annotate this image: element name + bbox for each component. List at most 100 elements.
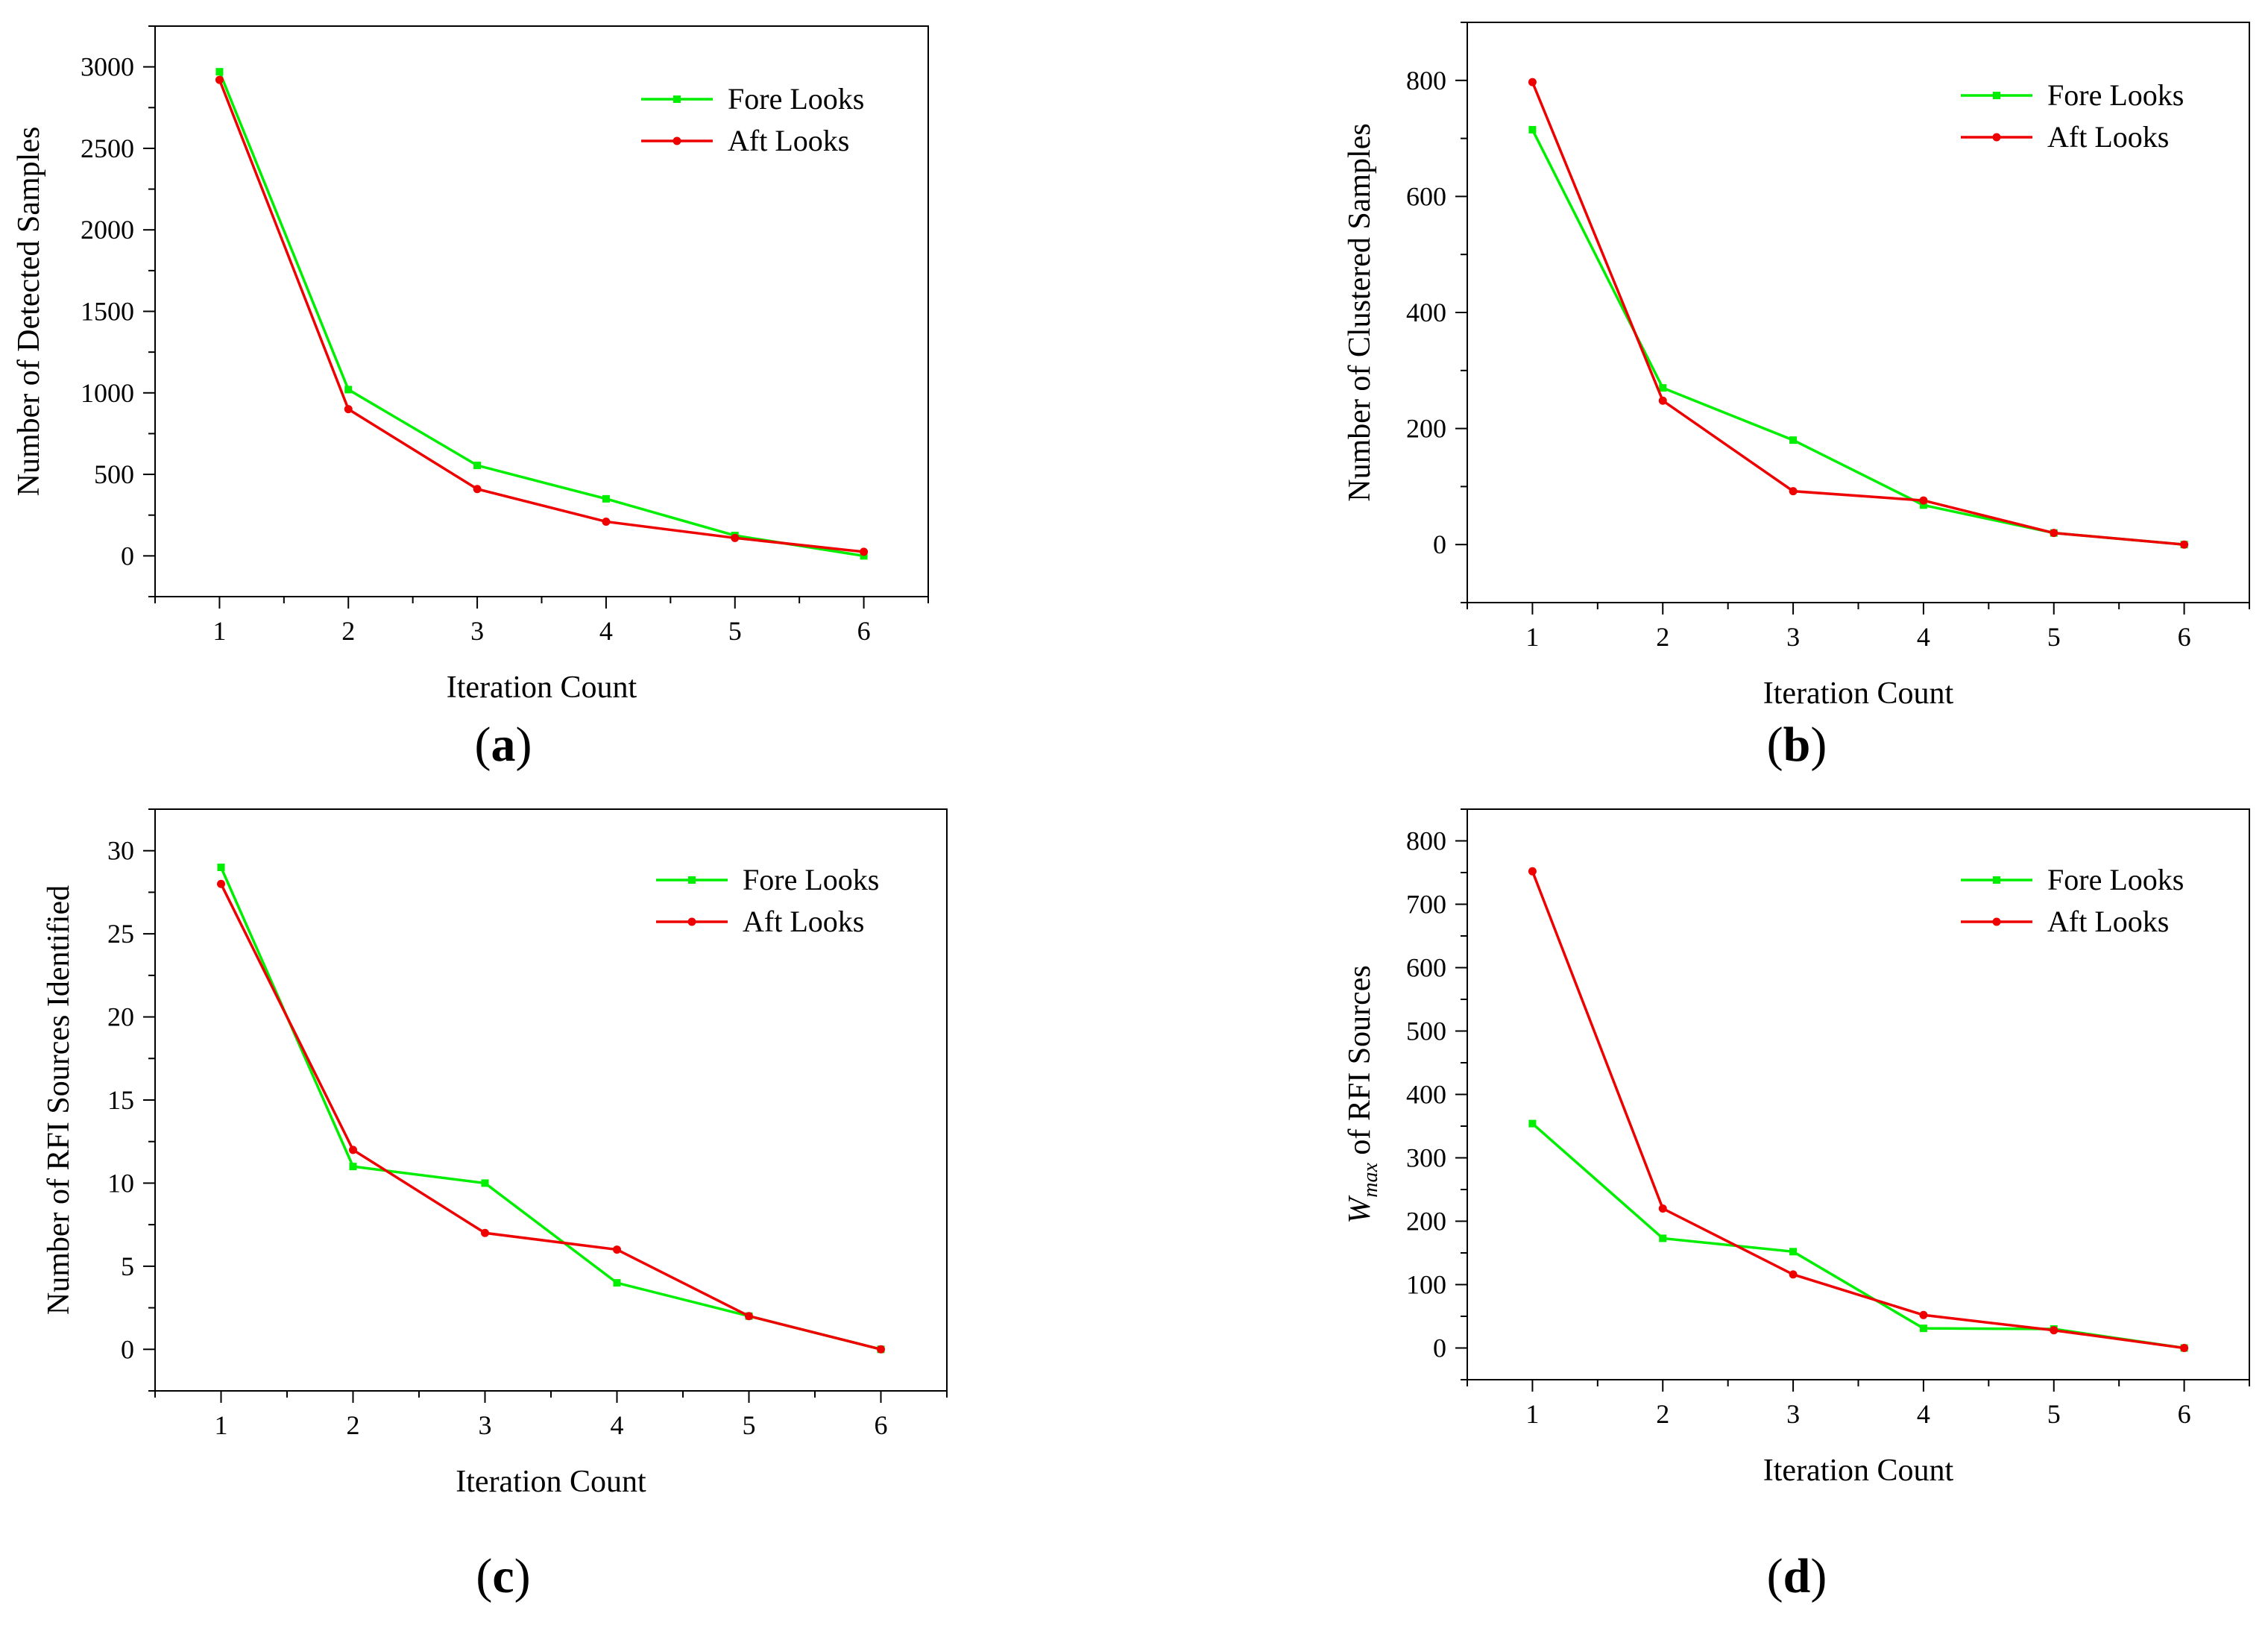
legend-item-fore-looks: Fore Looks <box>656 863 879 896</box>
panel-caption-letter: a <box>491 717 516 772</box>
legend-label: Fore Looks <box>2047 863 2184 896</box>
x-tick-label: 6 <box>875 1410 888 1440</box>
legend-item-aft-looks: Aft Looks <box>641 124 849 157</box>
data-point-aft-looks <box>217 879 225 888</box>
y-axis-title-subscript: max <box>1359 1163 1382 1198</box>
y-tick-label: 700 <box>1406 890 1446 920</box>
legend-item-fore-looks: Fore Looks <box>1961 863 2184 896</box>
legend-label: Fore Looks <box>743 863 879 896</box>
panel-background <box>1342 15 2265 708</box>
x-tick-label: 4 <box>611 1410 624 1440</box>
panel-caption: (b) <box>1767 717 1827 772</box>
data-point-fore-looks <box>613 1279 621 1287</box>
x-tick-label: 5 <box>2047 622 2061 652</box>
x-tick-label: 4 <box>599 616 613 646</box>
data-point-aft-looks <box>215 75 224 84</box>
x-tick-label: 1 <box>1525 1399 1539 1429</box>
chart-panel-b: 1 2 3 4 5 6 0 200 400 600 800 Iteration Count Number… <box>1342 15 2265 772</box>
data-point-aft-looks <box>349 1146 357 1154</box>
y-tick-label: 500 <box>94 459 134 489</box>
y-tick-label: 2500 <box>81 133 134 163</box>
series-line-fore-looks <box>218 71 864 558</box>
panel-caption-letter: d <box>1783 1549 1811 1603</box>
x-tick-label: 5 <box>743 1410 756 1440</box>
y-tick-label: 3000 <box>81 52 134 82</box>
data-point-aft-looks <box>344 405 353 414</box>
y-axis-title-rest: of RFI Sources <box>1343 965 1377 1163</box>
x-axis-title: Iteration Count <box>447 670 637 705</box>
x-tick-label: 4 <box>1917 1399 1930 1429</box>
x-tick-label: 5 <box>728 616 742 646</box>
panel-caption: (d) <box>1767 1549 1827 1603</box>
y-tick-label: 200 <box>1406 1207 1446 1237</box>
legend-marker <box>1993 92 2000 99</box>
x-axis-title: Iteration Count <box>1763 1454 1954 1488</box>
data-point-aft-looks <box>1658 396 1667 405</box>
x-tick-label: 2 <box>341 616 355 646</box>
data-point-aft-looks <box>2180 1344 2189 1352</box>
legend-marker <box>673 95 681 103</box>
data-point-aft-looks <box>1658 1204 1667 1213</box>
series-line-aft-looks <box>1531 81 2184 546</box>
chart-panel-a: 1 2 3 4 5 6 0 500 1000 1500 2000 2500 3000 Iteration … <box>12 15 939 772</box>
legend-label: Fore Looks <box>2047 78 2184 112</box>
y-tick-label: 0 <box>1433 1333 1446 1363</box>
y-tick-label: 100 <box>1406 1270 1446 1300</box>
series-line-aft-looks <box>219 883 881 1351</box>
data-point-fore-looks <box>1528 1119 1537 1128</box>
legend-item-aft-looks: Aft Looks <box>656 905 864 938</box>
y-axis-title: Number of Detected Samples <box>12 127 46 497</box>
legend-marker <box>688 876 696 884</box>
legend-item-aft-looks: Aft Looks <box>1961 120 2169 154</box>
y-axis-title-symbol: W <box>1343 1195 1377 1224</box>
data-point-fore-looks <box>1659 384 1667 392</box>
data-point-aft-looks <box>613 1245 621 1254</box>
y-tick-label: 20 <box>107 1002 134 1032</box>
panel-caption: (a) <box>475 717 532 772</box>
y-tick-label: 300 <box>1406 1143 1446 1173</box>
data-point-aft-looks <box>2050 1326 2058 1335</box>
data-point-aft-looks <box>2180 540 2189 549</box>
legend-label: Aft Looks <box>728 124 849 157</box>
chart-panel-c: 1 2 3 4 5 6 0 5 10 15 20 25 30 Iteration Count Number … <box>42 805 958 1603</box>
legend-label: Aft Looks <box>2047 120 2169 154</box>
data-point-aft-looks <box>877 1345 885 1354</box>
panel-background <box>15 15 939 708</box>
y-tick-label: 1500 <box>81 297 134 327</box>
chart-panel-d: 1 2 3 4 5 6 0 100 200 300 400 500 600 700 800 Iteration… <box>1342 805 2265 1603</box>
data-point-fore-looks <box>1659 1234 1667 1242</box>
data-point-aft-looks <box>2050 529 2058 538</box>
data-point-aft-looks <box>1789 487 1798 496</box>
y-axis-title: Number of RFI Sources Identified <box>42 885 76 1315</box>
panel-caption-letter: c <box>492 1549 514 1603</box>
legend-marker <box>687 917 696 926</box>
data-point-fore-looks <box>1528 125 1537 133</box>
data-point-fore-looks <box>215 68 224 76</box>
data-point-fore-looks <box>1789 436 1798 444</box>
data-point-aft-looks <box>602 517 611 526</box>
data-point-aft-looks <box>1919 1310 1928 1319</box>
panel-background <box>1342 805 2265 1521</box>
panel-background <box>45 805 958 1521</box>
data-point-aft-looks <box>481 1228 489 1237</box>
y-tick-label: 30 <box>107 836 134 866</box>
data-point-fore-looks <box>1919 1325 1927 1333</box>
y-tick-label: 600 <box>1406 953 1446 983</box>
data-point-aft-looks <box>1528 867 1537 876</box>
data-point-aft-looks <box>731 533 740 542</box>
y-tick-label: 2000 <box>81 215 134 245</box>
y-tick-label: 800 <box>1406 826 1446 856</box>
y-tick-label: 15 <box>107 1085 134 1115</box>
x-tick-label: 2 <box>1656 622 1669 652</box>
series-line-aft-looks <box>1531 870 2184 1350</box>
series-line-aft-looks <box>218 79 864 553</box>
legend-marker <box>1992 133 2001 142</box>
data-point-aft-looks <box>473 485 482 494</box>
x-tick-label: 6 <box>2178 1399 2191 1429</box>
data-point-fore-looks <box>473 462 482 470</box>
x-tick-label: 6 <box>857 616 871 646</box>
data-point-fore-looks <box>602 494 610 503</box>
data-point-aft-looks <box>745 1312 753 1321</box>
data-point-fore-looks <box>217 864 225 871</box>
